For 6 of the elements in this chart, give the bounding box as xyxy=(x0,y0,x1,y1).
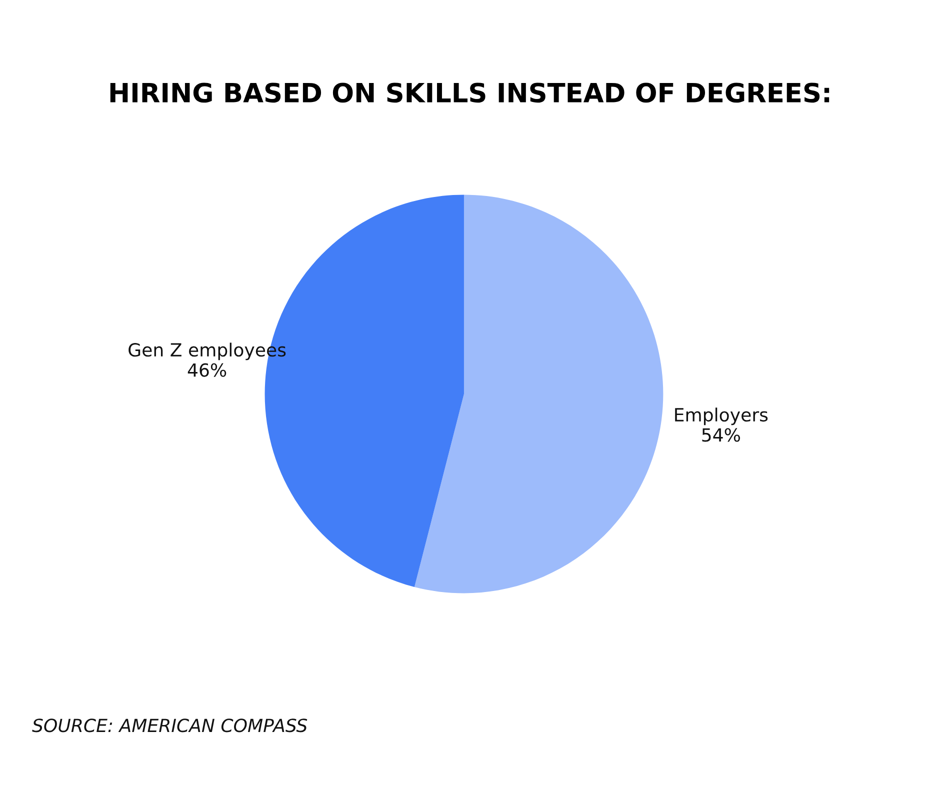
data-label: 54% xyxy=(702,428,740,442)
chart-title: HIRING BASED ON SKILLS INSTEAD OF DEGREES: xyxy=(110,82,830,103)
pie-slice xyxy=(414,194,664,594)
slice-label: Employers xyxy=(675,408,768,426)
data-label: 46% xyxy=(188,363,226,377)
source-note: SOURCE: AMERICAN COMPASS xyxy=(32,718,308,732)
